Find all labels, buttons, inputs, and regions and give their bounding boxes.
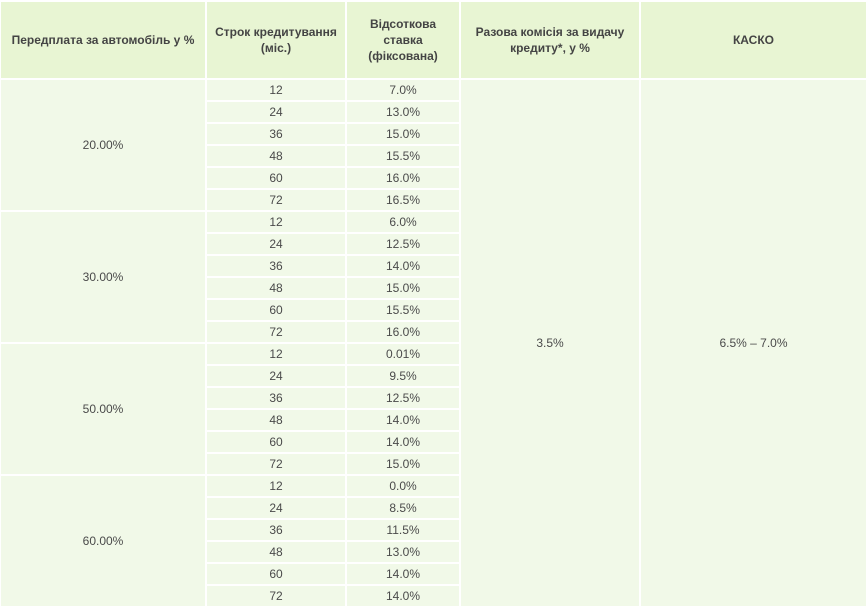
kasko-cell: 6.5% – 7.0% [641,80,866,606]
rate-cell: 16.0% [347,322,459,342]
rate-cell: 15.5% [347,300,459,320]
table-row: 36 12.5% [1,388,866,408]
term-cell: 36 [207,388,345,408]
rate-cell: 6.0% [347,212,459,232]
term-cell: 60 [207,432,345,452]
rate-cell: 15.5% [347,146,459,166]
rate-cell: 14.0% [347,410,459,430]
term-cell: 72 [207,322,345,342]
term-cell: 36 [207,124,345,144]
table-row: 60 14.0% [1,564,866,584]
rate-cell: 15.0% [347,124,459,144]
table-row: 36 15.0% [1,124,866,144]
rate-cell: 9.5% [347,366,459,386]
term-cell: 60 [207,300,345,320]
rate-cell: 12.5% [347,234,459,254]
table-row: 60 14.0% [1,432,866,452]
header-commission: Разова комісія за видачу кредиту*, у % [461,2,639,78]
term-cell: 72 [207,454,345,474]
down-payment-cell: 50.00% [1,344,205,474]
term-cell: 12 [207,80,345,100]
table-row: 36 14.0% [1,256,866,276]
table-row: 50.00% 12 0.01% [1,344,866,474]
table-row: 72 16.0% [1,322,866,342]
rate-cell: 0.0% [347,476,459,496]
header-rate: Відсоткова ставка (фіксована) [347,2,459,78]
rate-cell: 13.0% [347,102,459,122]
term-cell: 12 [207,212,345,232]
rate-cell: 8.5% [347,498,459,518]
term-cell: 48 [207,278,345,298]
table-row: 20.00% 12 7.0% 3.5% 6.5% – 7.0% [1,80,866,606]
term-cell: 12 [207,476,345,496]
rate-cell: 14.0% [347,564,459,584]
header-down-payment: Передплата за автомобіль у % [1,2,205,78]
header-term: Строк кредитування (міс.) [207,2,345,78]
table-row: 60.00% 12 0.0% [1,476,866,606]
rate-cell: 13.0% [347,542,459,562]
term-cell: 60 [207,564,345,584]
down-payment-cell: 20.00% [1,80,205,210]
term-cell: 48 [207,146,345,166]
term-cell: 24 [207,102,345,122]
term-cell: 36 [207,520,345,540]
term-cell: 24 [207,498,345,518]
term-cell: 72 [207,190,345,210]
rate-cell: 15.0% [347,454,459,474]
down-payment-cell: 60.00% [1,476,205,606]
table-row: 24 8.5% [1,498,866,518]
rate-cell: 15.0% [347,278,459,298]
table-row: 48 15.5% [1,146,866,166]
table-row: 72 16.5% [1,190,866,210]
table-body: 20.00% 12 7.0% 3.5% 6.5% – 7.0% 24 13.0% 36 15.0… [1,80,866,606]
table-row: 60 15.5% [1,300,866,320]
rate-cell: 14.0% [347,586,459,606]
table-row: 48 15.0% [1,278,866,298]
term-cell: 24 [207,366,345,386]
down-payment-cell: 30.00% [1,212,205,342]
term-cell: 60 [207,168,345,188]
commission-cell: 3.5% [461,80,639,606]
header-row: Передплата за автомобіль у % Строк креди… [1,2,866,78]
rate-cell: 16.5% [347,190,459,210]
table-row: 24 13.0% [1,102,866,122]
rate-cell: 12.5% [347,388,459,408]
rate-cell: 7.0% [347,80,459,100]
term-cell: 48 [207,542,345,562]
term-cell: 48 [207,410,345,430]
term-cell: 36 [207,256,345,276]
rate-cell: 16.0% [347,168,459,188]
rate-cell: 11.5% [347,520,459,540]
rate-cell: 0.01% [347,344,459,364]
term-cell: 72 [207,586,345,606]
term-cell: 12 [207,344,345,364]
rate-cell: 14.0% [347,256,459,276]
table-row: 24 12.5% [1,234,866,254]
table-row: 24 9.5% [1,366,866,386]
table-row: 60 16.0% [1,168,866,188]
term-cell: 24 [207,234,345,254]
table-row: 72 14.0% [1,586,866,606]
table-row: 48 14.0% [1,410,866,430]
table-row: 30.00% 12 6.0% [1,212,866,342]
table-row: 36 11.5% [1,520,866,540]
table-row: 48 13.0% [1,542,866,562]
table-row: 72 15.0% [1,454,866,474]
rate-cell: 14.0% [347,432,459,452]
header-kasko: КАСКО [641,2,866,78]
